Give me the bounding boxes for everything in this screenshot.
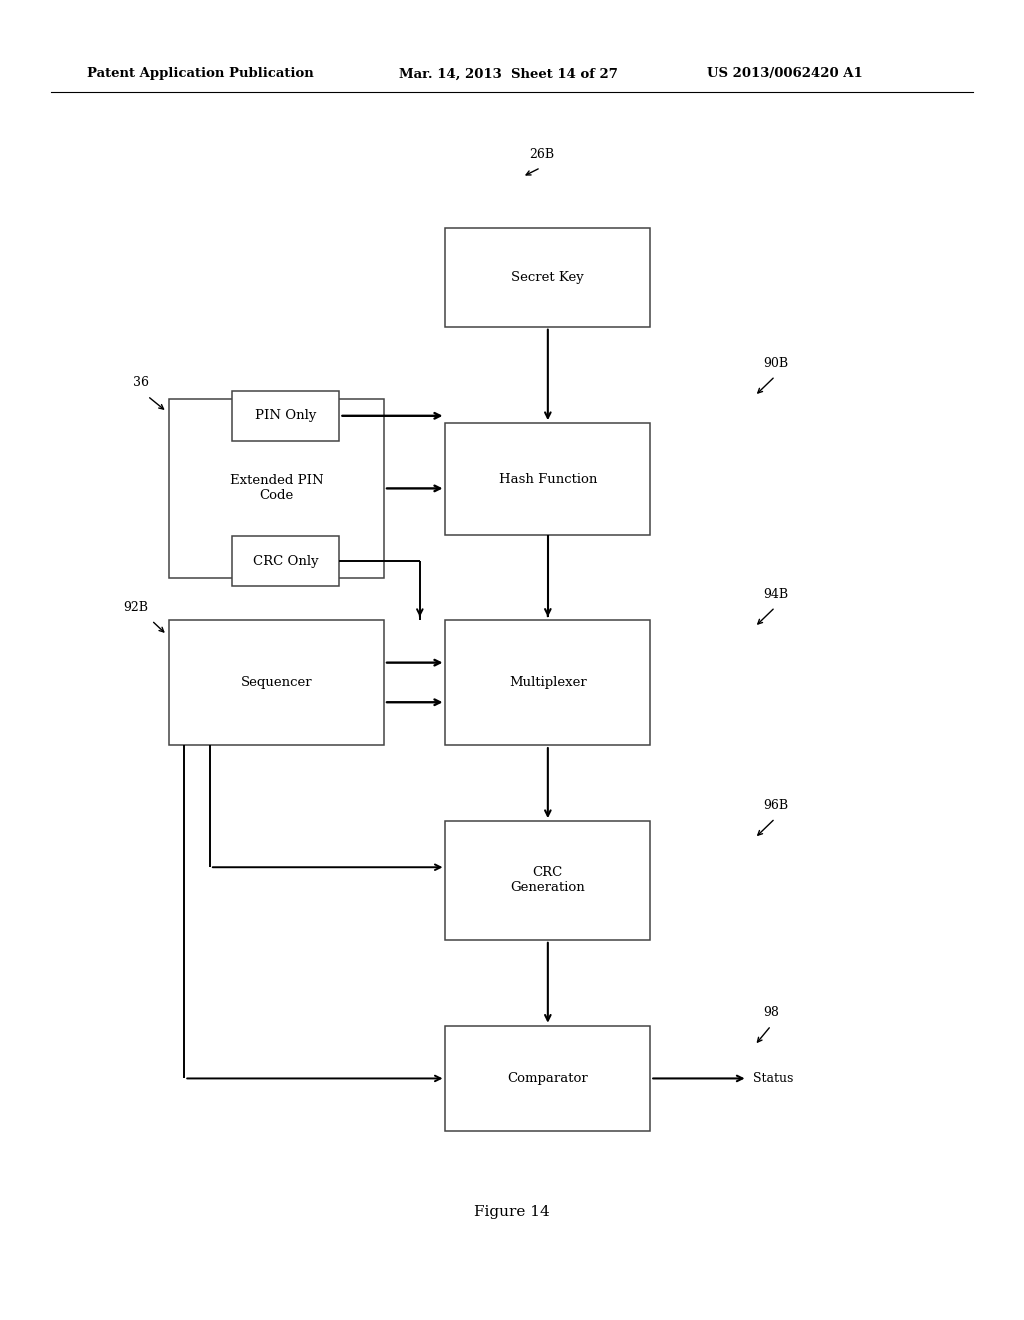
Text: Patent Application Publication: Patent Application Publication (87, 67, 313, 81)
Text: 96B: 96B (763, 799, 788, 812)
Bar (232, 536, 340, 586)
Text: 94B: 94B (763, 587, 788, 601)
Text: Mar. 14, 2013  Sheet 14 of 27: Mar. 14, 2013 Sheet 14 of 27 (399, 67, 618, 81)
Text: CRC Only: CRC Only (253, 554, 318, 568)
Bar (445, 422, 650, 536)
Text: Extended PIN
Code: Extended PIN Code (229, 474, 324, 503)
Text: Comparator: Comparator (508, 1072, 588, 1085)
Text: 26B: 26B (529, 148, 555, 161)
Text: Hash Function: Hash Function (499, 473, 597, 486)
Bar (445, 620, 650, 744)
Text: PIN Only: PIN Only (255, 409, 316, 422)
Text: 36: 36 (133, 376, 150, 389)
Bar (445, 227, 650, 326)
Text: US 2013/0062420 A1: US 2013/0062420 A1 (707, 67, 862, 81)
Text: Multiplexer: Multiplexer (509, 676, 587, 689)
Bar (232, 391, 340, 441)
Text: Secret Key: Secret Key (511, 271, 585, 284)
Bar (445, 1026, 650, 1131)
Text: 92B: 92B (123, 601, 147, 614)
Text: 90B: 90B (763, 356, 788, 370)
Bar (445, 821, 650, 940)
Text: 98: 98 (763, 1006, 779, 1019)
Bar (169, 620, 384, 744)
Bar (169, 399, 384, 578)
Text: Figure 14: Figure 14 (474, 1205, 550, 1218)
Text: Sequencer: Sequencer (241, 676, 312, 689)
Text: CRC
Generation: CRC Generation (511, 866, 585, 895)
Text: Status: Status (753, 1072, 793, 1085)
